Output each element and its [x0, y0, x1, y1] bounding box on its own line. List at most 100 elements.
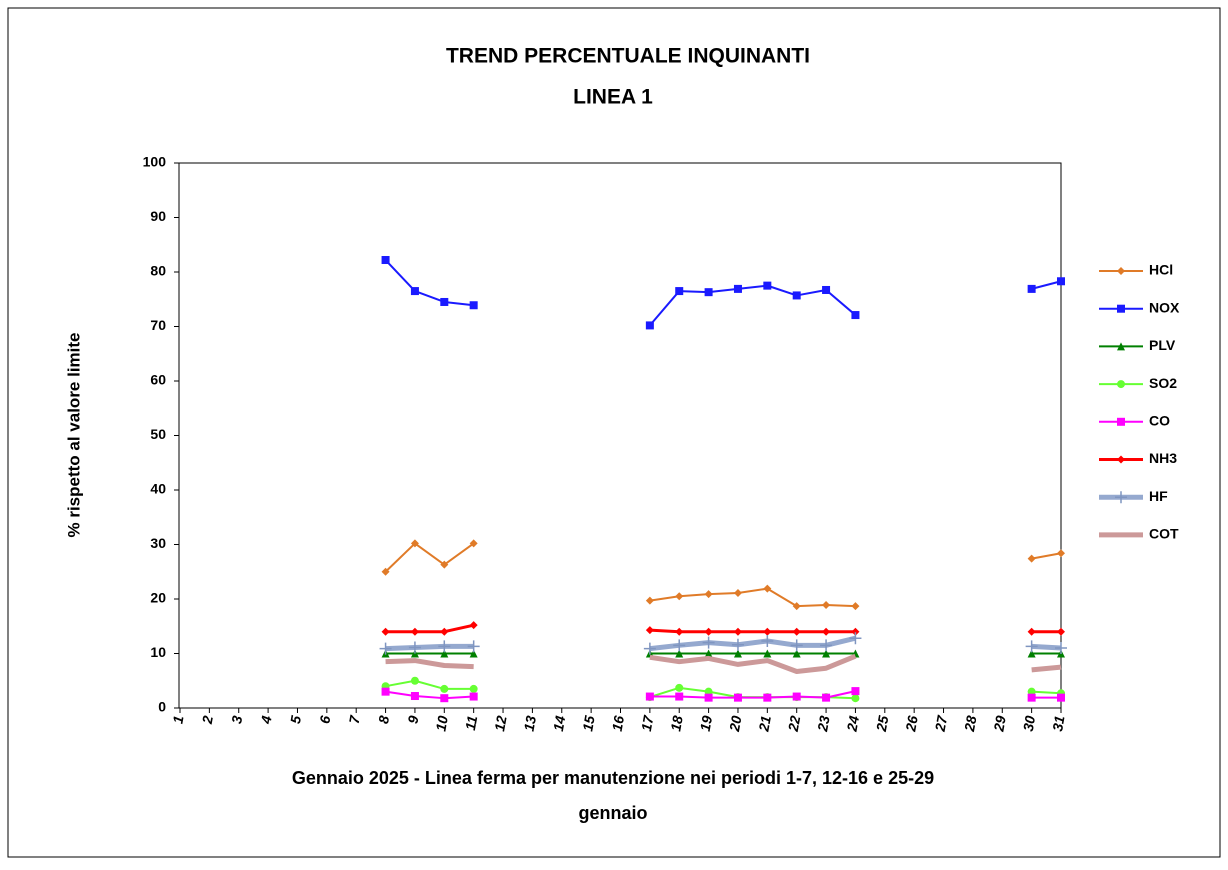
marker — [643, 642, 656, 655]
marker — [1117, 455, 1125, 464]
x-tick-label: 3 — [228, 714, 245, 725]
x-tick-label: 4 — [257, 714, 274, 726]
y-tick-label: 10 — [150, 644, 166, 660]
marker — [1117, 380, 1125, 389]
x-tick-label: 24 — [843, 714, 862, 733]
marker — [673, 639, 686, 652]
marker — [822, 627, 831, 636]
marker — [704, 288, 713, 297]
marker — [733, 284, 742, 293]
marker — [1057, 693, 1065, 702]
marker — [379, 642, 392, 655]
marker — [440, 560, 449, 569]
x-tick-label: 21 — [755, 714, 774, 733]
y-tick-label: 80 — [150, 263, 166, 279]
x-tick-label: 8 — [375, 714, 392, 725]
x-tick-label: 16 — [609, 714, 627, 732]
x-tick-label: 7 — [346, 713, 363, 725]
marker — [410, 287, 419, 296]
legend-label: PLV — [1149, 337, 1176, 353]
series-line — [385, 690, 1061, 700]
marker — [1117, 417, 1125, 426]
marker — [469, 621, 478, 630]
marker — [792, 649, 801, 658]
x-tick-label: 29 — [990, 714, 1009, 733]
marker — [792, 692, 801, 701]
marker — [704, 649, 713, 658]
x-tick-label: 6 — [316, 714, 333, 725]
marker — [1027, 693, 1036, 702]
marker — [702, 636, 715, 649]
marker — [763, 584, 772, 593]
marker — [675, 692, 684, 701]
marker — [790, 639, 803, 652]
marker — [851, 602, 860, 611]
legend-label: SO2 — [1149, 375, 1177, 391]
x-tick-label: 28 — [961, 714, 980, 733]
chart-border — [7, 7, 1221, 858]
marker — [1117, 267, 1125, 275]
x-tick-label: 26 — [902, 714, 921, 733]
marker — [1027, 554, 1036, 563]
marker — [792, 627, 801, 636]
y-tick-label: 100 — [143, 154, 167, 170]
marker — [731, 638, 744, 651]
marker — [763, 649, 772, 658]
x-tick-label: 15 — [579, 714, 597, 732]
x-tick-label: 19 — [697, 714, 715, 732]
marker — [763, 627, 772, 636]
marker — [851, 311, 860, 320]
marker — [469, 692, 478, 701]
marker — [1115, 491, 1127, 504]
marker — [761, 634, 774, 647]
marker — [733, 589, 742, 598]
marker — [645, 321, 654, 330]
x-tick-label: 31 — [1049, 714, 1067, 732]
series-line — [385, 623, 1061, 634]
marker — [792, 602, 801, 611]
x-tick-label: 17 — [638, 713, 657, 732]
marker — [675, 683, 684, 692]
marker — [1027, 627, 1036, 636]
legend-label: NOX — [1149, 299, 1180, 315]
marker — [381, 627, 390, 636]
marker — [381, 687, 390, 696]
marker — [440, 684, 449, 693]
marker — [822, 649, 831, 658]
marker — [467, 640, 480, 653]
marker — [1027, 284, 1036, 293]
marker — [1057, 549, 1065, 558]
x-tick-label: 18 — [667, 714, 685, 732]
marker — [851, 694, 860, 703]
legend-label: CO — [1149, 413, 1170, 429]
marker — [645, 692, 654, 701]
marker — [440, 627, 449, 636]
y-tick-label: 50 — [150, 426, 166, 442]
marker — [469, 539, 478, 548]
marker — [381, 567, 390, 576]
marker — [849, 632, 862, 645]
marker — [410, 539, 419, 548]
marker — [1025, 640, 1038, 653]
marker — [1055, 642, 1067, 655]
marker — [675, 649, 684, 658]
marker — [440, 297, 449, 306]
x-tick-label: 11 — [462, 714, 480, 731]
x-tick-label: 25 — [873, 714, 892, 733]
x-tick-label: 22 — [785, 714, 804, 733]
marker — [410, 692, 419, 701]
y-tick-label: 0 — [158, 699, 166, 715]
y-tick-label: 30 — [150, 535, 166, 551]
marker — [675, 287, 684, 296]
marker — [822, 600, 831, 609]
x-tick-label: 14 — [550, 714, 568, 732]
chart-title: TREND PERCENTUALE INQUINANTI — [446, 45, 810, 68]
x-axis-label: gennaio — [578, 803, 647, 823]
series-line — [385, 653, 1062, 674]
marker — [469, 301, 478, 310]
y-tick-label: 70 — [150, 317, 166, 333]
marker — [410, 627, 419, 636]
marker — [1117, 304, 1125, 313]
marker — [408, 641, 421, 654]
